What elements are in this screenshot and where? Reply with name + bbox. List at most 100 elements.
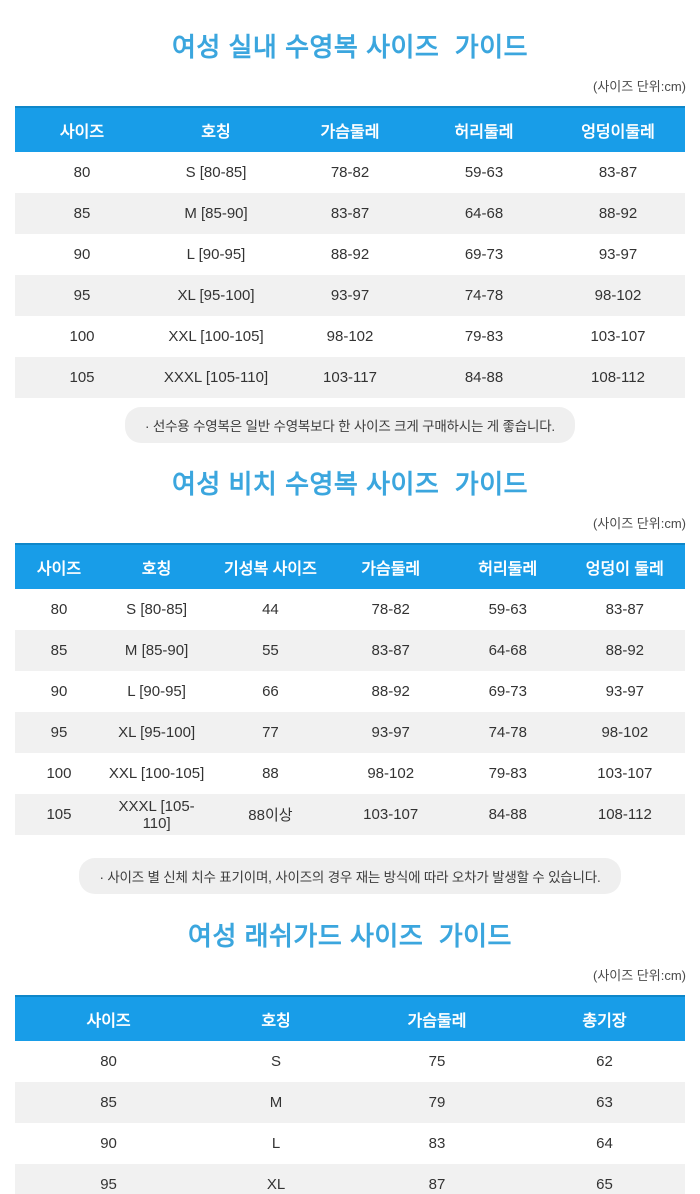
table-cell: M [85-90] xyxy=(124,642,189,659)
note-wrap: · 선수용 수영복은 일반 수영복보다 한 사이즈 크게 구매하시는 게 좋습니… xyxy=(0,407,700,443)
table-cell: 93-97 xyxy=(605,683,645,700)
table-cell: 93-97 xyxy=(598,246,638,263)
table-cell: 98-102 xyxy=(326,328,374,345)
table-cell: 88-92 xyxy=(371,683,410,700)
note-wrap: · 사이즈 별 신체 치수 표기이며, 사이즈의 경우 재는 방식에 따라 오차… xyxy=(0,858,700,894)
table-cell: 103-107 xyxy=(363,806,419,823)
table-cell: 93-97 xyxy=(371,724,410,741)
section-title: 여성 실내 수영복 사이즈 가이드 xyxy=(171,32,529,62)
table-row: 100 XXL [100-105] 88 98-102 79-83 103-107 xyxy=(15,753,685,794)
table-cell: XL xyxy=(266,1176,286,1193)
table-row: 90 L [90-95] 66 88-92 69-73 93-97 xyxy=(15,671,685,712)
table-cell: 95 xyxy=(50,724,68,741)
table-cell: 66 xyxy=(262,683,279,700)
size-table-indoor: 사이즈 호칭 가슴둘레 허리둘레 엉덩이둘레 80 S [80-85] 78-82 59-63… xyxy=(15,106,685,398)
section-rashguard: 여성 래쉬가드 사이즈 가이드 (사이즈 단위:cm) 사이즈 호칭 가슴둘레 총기장… xyxy=(0,894,700,1194)
table-cell: 69-73 xyxy=(464,246,504,263)
table-cell: 59-63 xyxy=(488,601,527,618)
column-header: 사이즈 xyxy=(15,106,149,152)
table-cell: 65 xyxy=(596,1176,613,1193)
table-row: 95 XL [95-100] 77 93-97 74-78 98-102 xyxy=(15,712,685,753)
column-header: 엉덩이 둘레 xyxy=(564,543,685,589)
table-cell: XXXL [105-110] xyxy=(118,797,195,832)
table-cell: 78-82 xyxy=(371,601,410,618)
table-cell: 88-92 xyxy=(598,205,638,222)
table-cell: 75 xyxy=(428,1053,446,1070)
table-row: 80 S [80-85] 78-82 59-63 83-87 xyxy=(15,152,685,193)
table-cell: 90 xyxy=(73,246,91,263)
table-cell: 100 xyxy=(69,328,95,345)
table-row: 80 S [80-85] 44 78-82 59-63 83-87 xyxy=(15,589,685,630)
column-header: 사이즈 xyxy=(15,543,103,589)
table-row: 85 M 79 63 xyxy=(15,1082,685,1123)
table-cell: 80 xyxy=(73,164,91,181)
table-cell: 83-87 xyxy=(598,164,638,181)
table-cell: 90 xyxy=(100,1135,117,1152)
table-cell: 83 xyxy=(428,1135,446,1152)
table-row: 90 L 83 64 xyxy=(15,1123,685,1164)
table-cell: 103-107 xyxy=(597,765,653,782)
column-header: 총기장 xyxy=(524,995,685,1041)
table-cell: 83-87 xyxy=(605,601,645,618)
table-cell: 103-107 xyxy=(590,328,646,345)
table-row: 80 S 75 62 xyxy=(15,1041,685,1082)
table-cell: L [90-95] xyxy=(186,246,246,263)
table-cell: 85 xyxy=(100,1094,117,1111)
table-cell: 88 xyxy=(262,765,279,782)
table-cell: XXL [100-105] xyxy=(168,328,264,345)
table-cell: 95 xyxy=(100,1176,117,1193)
table-cell: 93-97 xyxy=(330,287,370,304)
column-header: 호칭 xyxy=(202,995,350,1041)
table-cell: M [85-90] xyxy=(184,205,248,222)
table-cell: 64-68 xyxy=(464,205,504,222)
table-cell: 88이상 xyxy=(248,807,293,824)
table-cell: 69-73 xyxy=(488,683,527,700)
header-row: 사이즈 호칭 가슴둘레 허리둘레 엉덩이둘레 xyxy=(15,106,685,152)
column-header: 호칭 xyxy=(149,106,283,152)
column-header: 가슴둘레 xyxy=(283,106,417,152)
table-cell: 85 xyxy=(73,205,91,222)
table-cell: 78-82 xyxy=(330,164,370,181)
table-cell: XXXL [105-110] xyxy=(163,369,269,386)
table-cell: 44 xyxy=(262,601,279,618)
table-cell: 90 xyxy=(50,683,68,700)
table-row: 90 L [90-95] 88-92 69-73 93-97 xyxy=(15,234,685,275)
header-row: 사이즈 호칭 기성복 사이즈 가슴둘레 허리둘레 엉덩이 둘레 xyxy=(15,543,685,589)
table-cell: L xyxy=(271,1135,281,1152)
table-cell: 105 xyxy=(46,806,72,823)
column-header: 가슴둘레 xyxy=(349,995,525,1041)
table-cell: 100 xyxy=(46,765,72,782)
table-cell: 55 xyxy=(262,642,279,659)
table-cell: 80 xyxy=(50,601,68,618)
table-cell: 64 xyxy=(596,1135,613,1152)
note-pill: · 선수용 수영복은 일반 수영복보다 한 사이즈 크게 구매하시는 게 좋습니… xyxy=(125,407,575,443)
size-table-rashguard: 사이즈 호칭 가슴둘레 총기장 80 S 75 62 85 M 79 63 90 L 83 64 95 XL 87… xyxy=(15,995,685,1194)
table-cell: 88-92 xyxy=(330,246,370,263)
table-cell: S [80-85] xyxy=(126,601,188,618)
table-cell: 79-83 xyxy=(464,328,504,345)
table-cell: S xyxy=(271,1053,282,1070)
table-cell: 79-83 xyxy=(488,765,527,782)
table-cell: 74-78 xyxy=(488,724,527,741)
table-row: 85 M [85-90] 83-87 64-68 88-92 xyxy=(15,193,685,234)
table-cell: 105 xyxy=(69,369,95,386)
table-cell: 108-112 xyxy=(597,806,652,823)
table-cell: 87 xyxy=(428,1176,446,1193)
table-cell: XL [95-100] xyxy=(118,724,196,741)
column-header: 기성복 사이즈 xyxy=(210,543,331,589)
table-cell: 83-87 xyxy=(371,642,410,659)
column-header: 사이즈 xyxy=(15,995,203,1041)
table-cell: 77 xyxy=(262,724,279,741)
unit-label: (사이즈 단위:cm) xyxy=(592,516,686,531)
table-cell: 74-78 xyxy=(464,287,504,304)
header-row: 사이즈 호칭 가슴둘레 총기장 xyxy=(15,995,685,1041)
table-cell: 88-92 xyxy=(605,642,645,659)
table-cell: 95 xyxy=(73,287,91,304)
table-cell: 83-87 xyxy=(330,205,370,222)
unit-label: (사이즈 단위:cm) xyxy=(592,79,686,94)
table-cell: L [90-95] xyxy=(127,683,186,700)
table-cell: 80 xyxy=(100,1053,117,1070)
section-title: 여성 래쉬가드 사이즈 가이드 xyxy=(188,921,512,951)
section-indoor-swimsuit: 여성 실내 수영복 사이즈 가이드 (사이즈 단위:cm) 사이즈 호칭 가슴둘레 허… xyxy=(0,0,700,443)
